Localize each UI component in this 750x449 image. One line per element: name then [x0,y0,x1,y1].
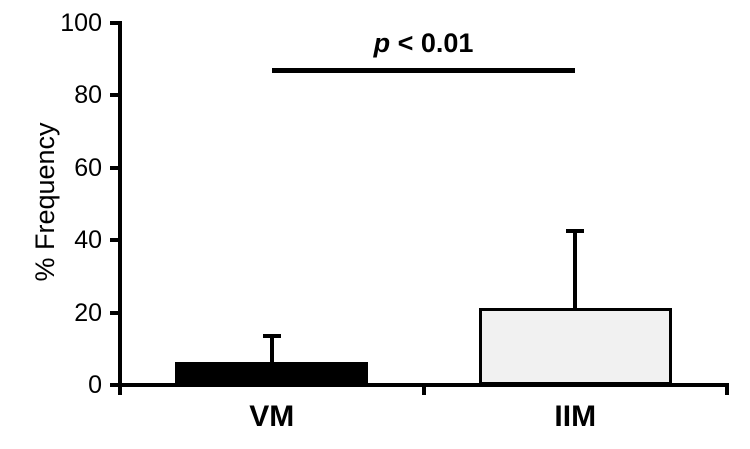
category-label-vm: VM [249,400,295,433]
y-tick-label: 100 [60,9,102,37]
category-label-iim: IIM [554,400,597,433]
x-tick-mark [118,387,122,395]
y-tick-mark [110,238,118,243]
x-tick-mark [421,387,426,395]
y-axis-line [118,21,122,387]
bar-iim [478,307,672,385]
significance-line [271,67,576,73]
y-tick-label: 20 [74,298,102,327]
error-bar-cap-vm [262,333,281,338]
significance-label: p < 0.01 [274,23,574,63]
y-tick-label: 80 [74,81,102,110]
x-tick-mark [725,387,729,395]
x-axis-line [118,383,729,387]
y-tick-mark [110,21,118,25]
significance-p-symbol: p [373,28,391,59]
y-tick-mark [110,93,118,98]
significance-value: < 0.01 [390,28,474,59]
y-tick-label: 40 [74,226,102,255]
y-tick-label: 0 [88,371,102,399]
y-tick-mark [110,310,118,315]
bar-vm [175,362,369,385]
error-bar-line-iim [573,228,578,310]
error-bar-line-vm [269,333,274,365]
y-tick-mark [110,165,118,170]
y-tick-mark [110,383,118,387]
error-bar-cap-iim [566,228,585,233]
y-tick-label: 60 [74,153,102,182]
